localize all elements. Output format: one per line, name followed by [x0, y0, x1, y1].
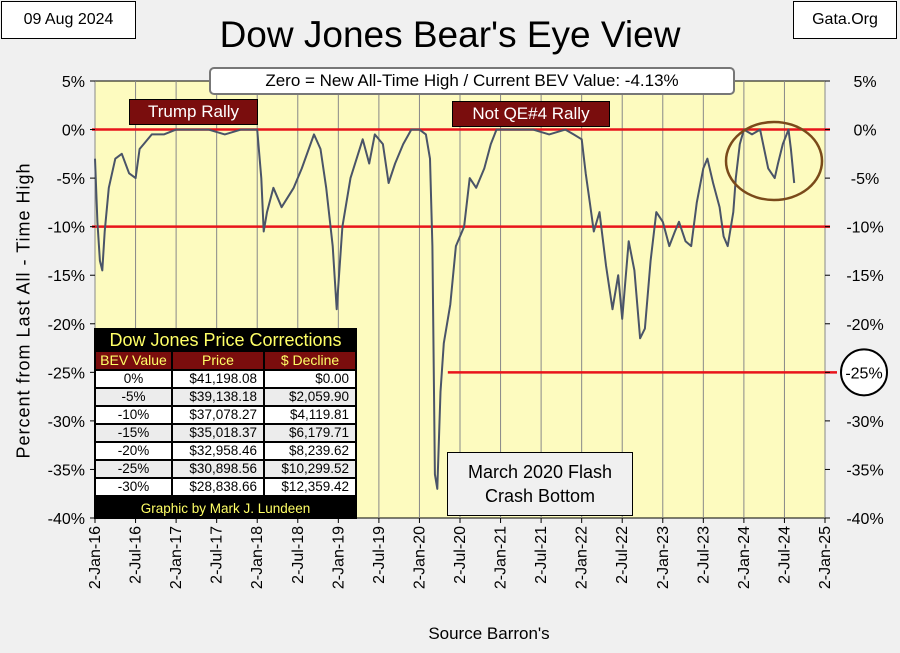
y-tick-label-right: 0%: [853, 123, 876, 140]
x-tick-label: 2-Jan-21: [493, 526, 510, 589]
table-header-decline: $ Decline: [265, 352, 355, 369]
flash-crash-annotation: March 2020 Flash Crash Bottom: [447, 452, 633, 516]
not-qe4-rally-label: Not QE#4 Rally: [452, 101, 610, 127]
table-cell: $28,838.66: [173, 479, 263, 495]
x-tick-label: 2-Jul-19: [371, 526, 388, 584]
table-cell: $0.00: [265, 371, 355, 387]
y-tick-label-right: -20%: [846, 317, 883, 334]
table-cell: $37,078.27: [173, 407, 263, 423]
x-tick-label: 2-Jul-20: [452, 526, 469, 584]
table-cell: -10%: [96, 407, 171, 423]
y-tick-label-left: -30%: [48, 414, 85, 431]
y-tick-label-left: -20%: [48, 317, 85, 334]
x-tick-label: 2-Jul-21: [533, 526, 550, 584]
table-cell: -25%: [96, 461, 171, 477]
table-cell: -20%: [96, 443, 171, 459]
table-cell: $8,239.62: [265, 443, 355, 459]
y-tick-label-left: -5%: [57, 171, 85, 188]
table-cell: $6,179.71: [265, 425, 355, 441]
y-axis-label: Percent from Last All - Time High: [13, 162, 34, 459]
y-tick-label-right: -35%: [846, 462, 883, 479]
right-axis-circle: [840, 348, 888, 397]
y-tick-label-left: -35%: [48, 462, 85, 479]
y-tick-label-right: -15%: [846, 268, 883, 285]
chart-subtitle: Zero = New All-Time High / Current BEV V…: [209, 67, 735, 95]
x-tick-label: 2-Jan-17: [168, 526, 185, 589]
x-tick-label: 2-Jan-18: [249, 526, 266, 589]
table-cell: $12,359.42: [265, 479, 355, 495]
table-cell: $35,018.37: [173, 425, 263, 441]
x-tick-label: 2-Jul-17: [209, 526, 226, 584]
x-tick-label: 2-Jan-24: [736, 526, 753, 589]
x-axis-label: Source Barron's: [428, 624, 550, 643]
y-tick-label-left: 5%: [62, 74, 85, 91]
table-cell: -5%: [96, 389, 171, 405]
y-tick-label-left: -10%: [48, 220, 85, 237]
x-tick-label: 2-Jul-22: [614, 526, 631, 584]
date-label: 09 Aug 2024: [1, 1, 136, 39]
table-credit: Graphic by Mark J. Lundeen: [140, 501, 311, 516]
x-tick-label: 2-Jul-18: [290, 526, 307, 584]
table-cell: $30,898.56: [173, 461, 263, 477]
table-cell: $32,958.46: [173, 443, 263, 459]
x-tick-label: 2-Jul-23: [695, 526, 712, 584]
chart-title: Dow Jones Bear's Eye View: [219, 14, 681, 55]
trump-rally-label: Trump Rally: [129, 99, 258, 125]
x-tick-label: 2-Jul-16: [128, 526, 145, 584]
right-axis-circled-label: -25%: [845, 365, 882, 382]
table-cell: $10,299.52: [265, 461, 355, 477]
table-cell: $41,198.08: [173, 371, 263, 387]
site-label: Gata.Org: [793, 1, 897, 39]
x-tick-label: 2-Jan-16: [87, 526, 104, 589]
flash-line-2: Crash Bottom: [484, 486, 596, 506]
table-cell: $39,138.18: [173, 389, 263, 405]
x-tick-label: 2-Jan-19: [330, 526, 347, 589]
table-cell: -30%: [96, 479, 171, 495]
x-tick-label: 2-Jan-22: [574, 526, 591, 589]
recent-highlight-circle: [724, 120, 824, 202]
table-cell: 0%: [96, 371, 171, 387]
x-tick-label: 2-Jan-23: [655, 526, 672, 589]
x-tick-label: 2-Jul-24: [776, 526, 793, 584]
table-title: Dow Jones Price Corrections: [109, 330, 342, 350]
y-tick-label-left: 0%: [62, 123, 85, 140]
table-cell: $2,059.90: [265, 389, 355, 405]
dow-bev-line: [94, 128, 796, 490]
y-tick-label-left: -40%: [48, 511, 85, 528]
table-header-price: Price: [173, 352, 263, 369]
x-tick-label: 2-Jan-25: [817, 526, 834, 589]
y-tick-label-right: 5%: [853, 74, 876, 91]
y-tick-label-right: -5%: [851, 171, 879, 188]
y-tick-label-right: -10%: [846, 220, 883, 237]
y-tick-label-right: -40%: [846, 511, 883, 528]
y-tick-label-left: -15%: [48, 268, 85, 285]
y-tick-label-right: -30%: [846, 414, 883, 431]
x-tick-label: 2-Jan-20: [411, 526, 428, 589]
table-cell: -15%: [96, 425, 171, 441]
table-header-bev: BEV Value: [96, 352, 171, 369]
flash-line-1: March 2020 Flash: [467, 462, 613, 482]
y-tick-label-left: -25%: [48, 365, 85, 382]
price-corrections-table: Dow Jones Price Corrections BEV Value Pr…: [94, 328, 357, 519]
table-cell: $4,119.81: [265, 407, 355, 423]
